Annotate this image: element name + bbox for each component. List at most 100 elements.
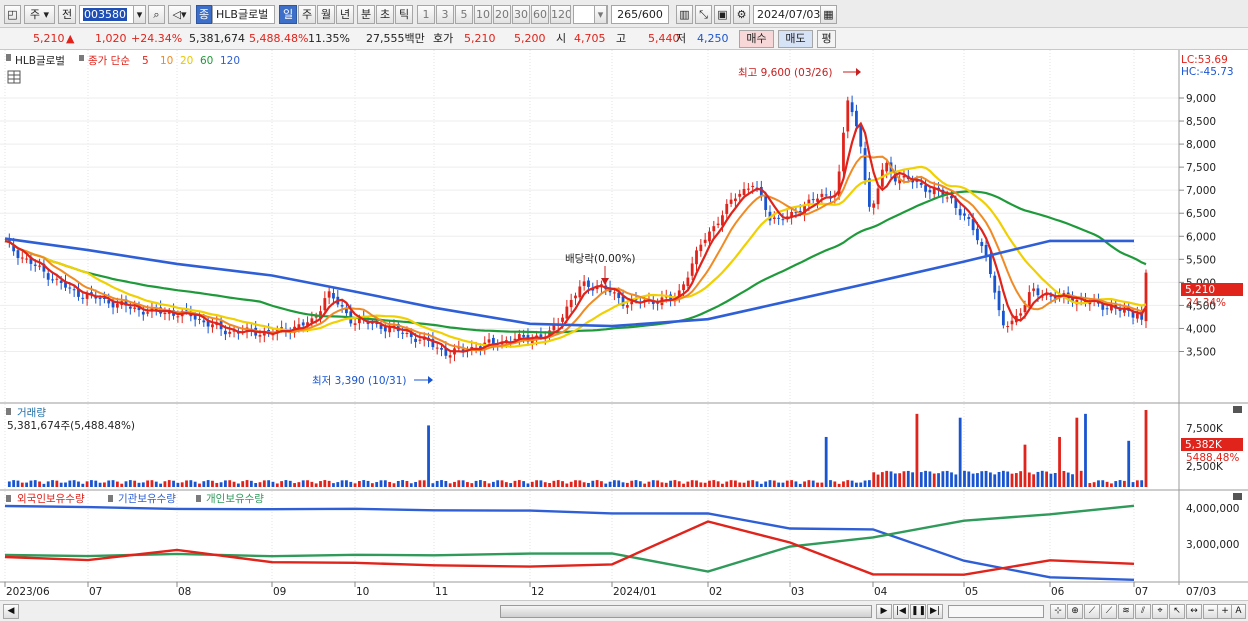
candle-type-icon[interactable]: ▥ [676,5,693,24]
chart-menu-icon[interactable]: ◰ [4,5,21,24]
search-icon[interactable]: ⌕ [148,5,165,24]
period-month[interactable]: 월 [317,5,335,24]
interval-1[interactable]: 1 [417,5,435,24]
volume-bar [288,480,292,487]
price-tick-label: 4,000 [1186,323,1216,335]
interval-60[interactable]: 60 [531,5,549,24]
volume-bar [582,482,586,487]
interval-5[interactable]: 5 [455,5,473,24]
volume-bar [254,483,258,487]
price-tick-label: 8,000 [1186,139,1216,151]
legend-individual[interactable]: 개인보유수량 [206,493,264,505]
candle-body [29,256,33,264]
x-tick-label: 06 [1051,586,1065,598]
first-page-icon[interactable]: |◀ [893,604,909,619]
period-day[interactable]: 일 [279,5,297,24]
market-select[interactable]: 주 ▾ [24,5,55,24]
scroll-thumb[interactable] [500,605,872,618]
pan-icon[interactable]: ↔ [1186,604,1202,619]
date-field[interactable]: 2024/07/03 [753,5,837,24]
crosshair-icon[interactable]: ⊹ [1050,604,1066,619]
volume-bar [301,480,305,487]
candle-body [1110,305,1113,311]
select-icon[interactable]: ↖ [1169,604,1185,619]
current-price-axis-pct: 24.34% [1186,297,1226,309]
draw-line-icon[interactable]: ⟋ [1084,604,1100,619]
candle-body [855,110,858,127]
ma5-label[interactable]: 5 [142,55,149,67]
pause-icon[interactable]: ❚❚ [910,604,926,619]
interval-30[interactable]: 30 [512,5,530,24]
settings-gear-icon[interactable]: ⚙ [733,5,750,24]
volume-bar [55,480,59,487]
interval-20[interactable]: 20 [493,5,511,24]
candle-body [712,226,716,232]
volume-bar [1101,480,1105,487]
volume-bar [729,480,733,487]
candle-body [42,263,46,272]
ask-price: 5,210 [464,32,496,45]
ma-label[interactable]: 종가 단순 [88,55,130,67]
volume-bar [617,480,621,487]
period-tick[interactable]: 틱 [395,5,413,24]
ma20-label[interactable]: 20 [180,55,193,67]
zoom-slider[interactable] [948,605,1044,618]
calendar-icon[interactable]: ▦ [820,5,837,24]
chart-area[interactable]: HLB글로벌 종가 단순 5 10 20 60 120 LC:53.69 HC:… [0,50,1248,600]
legend-foreign[interactable]: 외국인보유수량 [17,493,85,505]
period-week[interactable]: 주 [298,5,316,24]
magnet-icon[interactable]: ⌖ [1152,604,1168,619]
volume-panel-close-icon[interactable] [1233,406,1242,413]
volume-bar [595,480,599,487]
volume-bar [20,482,24,487]
ma120-line [4,237,1134,328]
interval-3[interactable]: 3 [436,5,454,24]
stock-name-field[interactable]: HLB글로벌 [212,5,275,24]
prev-button[interactable]: 전 [58,5,76,24]
ma60-label[interactable]: 60 [200,55,213,67]
interval-120[interactable]: 120 [550,5,571,24]
legend-institution[interactable]: 기관보유수량 [118,493,176,505]
speaker-icon[interactable]: ◁▾ [168,5,191,24]
volume-bar [695,480,698,487]
ma120-label[interactable]: 120 [220,55,240,67]
last-page-icon[interactable]: ▶| [927,604,943,619]
count-field[interactable]: 265/600 [611,5,669,24]
scroll-right-icon[interactable]: ▶ [876,604,892,619]
volume-panel-label[interactable]: 거래량 [17,407,46,419]
ma10-label[interactable]: 10 [160,55,173,67]
candle-body [552,324,556,331]
interval-dropdown-icon[interactable]: ▾ [594,5,607,24]
volume-bar [578,480,582,487]
candle-body [1006,326,1010,328]
eval-button[interactable]: 평 [817,30,836,48]
period-minute[interactable]: 분 [357,5,375,24]
scroll-left-icon[interactable]: ◀ [3,604,19,619]
buy-button[interactable]: 매수 [739,30,774,48]
candle-body [1036,288,1040,296]
volume-bar [855,482,858,487]
draw-tool-icon[interactable]: ⤡ [695,5,712,24]
volume-bar [1049,473,1053,487]
holding-panel-close-icon[interactable] [1233,493,1242,500]
volume-bar [569,481,573,487]
draw-trend-icon[interactable]: ⟋ [1101,604,1117,619]
stock-code-input[interactable]: 003580 [79,5,145,24]
volume-bar [284,480,288,487]
code-dropdown-icon[interactable]: ▾ [133,5,146,24]
volume-bar [634,480,638,487]
volume-bar [479,480,482,487]
fibonacci-icon[interactable]: ≋ [1118,604,1134,619]
channel-icon[interactable]: ⫽ [1135,604,1151,619]
price-panel-name[interactable]: HLB글로벌 [15,55,65,67]
sell-button[interactable]: 매도 [778,30,813,48]
volume-bar [271,481,275,487]
auto-scale-icon[interactable]: A [1231,604,1246,619]
period-year[interactable]: 년 [336,5,354,24]
candle-body [55,278,59,280]
zoom-in-icon[interactable]: ⊕ [1067,604,1083,619]
volume-bar [448,483,452,487]
interval-10[interactable]: 10 [474,5,492,24]
save-icon[interactable]: ▣ [714,5,731,24]
period-second[interactable]: 초 [376,5,394,24]
